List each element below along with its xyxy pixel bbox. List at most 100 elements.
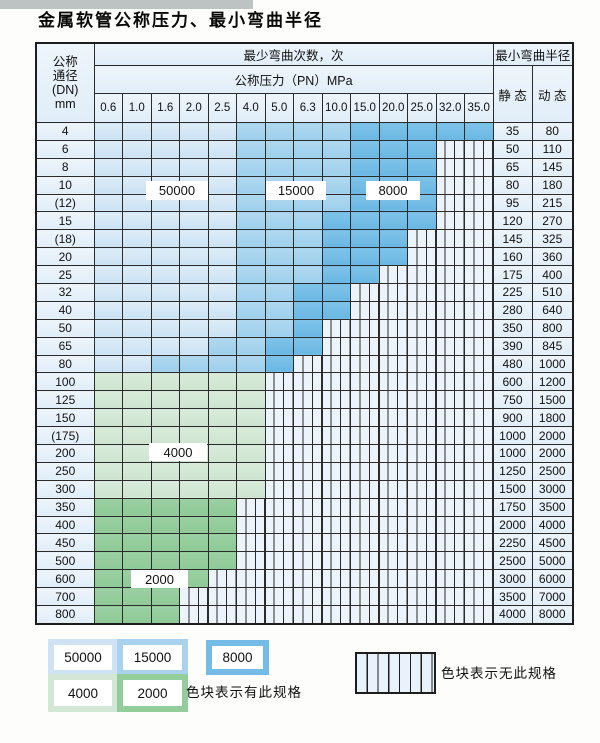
table-row: 800 4000 8000 (35, 605, 574, 625)
spec-cell (150, 515, 180, 535)
spec-cell (321, 211, 351, 231)
static-radius-cell: 80 (492, 175, 533, 195)
dynamic-radius-cell: 325 (531, 229, 574, 249)
pressure-col-header: 4.0 (236, 93, 266, 123)
static-radius-cell: 2250 (492, 533, 533, 553)
spec-cell (350, 372, 380, 392)
spec-cell (435, 444, 465, 463)
table-row: (175) 1000 2000 (35, 426, 574, 446)
dynamic-radius-cell: 4000 (531, 515, 574, 535)
spec-cell (264, 444, 294, 463)
spec-cell (179, 390, 209, 410)
static-radius-cell: 65 (492, 157, 533, 177)
spec-cell (321, 283, 351, 302)
spec-cell (293, 461, 323, 481)
spec-cell (150, 354, 180, 374)
pressure-col-header: 10.0 (321, 93, 351, 123)
spec-cell (207, 354, 237, 374)
spec-cell (293, 354, 323, 374)
spec-cell (350, 247, 380, 267)
spec-cell (179, 157, 209, 177)
spec-cell (435, 479, 465, 499)
spec-cell (93, 533, 123, 553)
spec-cell (179, 515, 209, 535)
dn-cell: 600 (35, 569, 95, 589)
spec-cell (350, 211, 380, 231)
spec-cell (464, 229, 494, 249)
spec-cell (293, 533, 323, 553)
spec-cell (122, 229, 152, 249)
spec-cell (179, 408, 209, 428)
spec-cell (435, 426, 465, 446)
spec-cell (122, 551, 152, 571)
spec-cell (207, 461, 237, 481)
static-radius-cell: 900 (492, 408, 533, 428)
spec-cell (321, 408, 351, 428)
spec-cell (407, 605, 437, 625)
spec-cell (293, 372, 323, 392)
static-radius-cell: 175 (492, 265, 533, 285)
spec-cell (435, 157, 465, 177)
spec-cell (378, 247, 408, 267)
spec-cell (321, 318, 351, 338)
spec-cell (264, 229, 294, 249)
spec-cell (207, 247, 237, 267)
spec-cell (464, 139, 494, 159)
spec-cell (464, 497, 494, 517)
nominal-pressure-header: 公称压力（PN）MPa (93, 65, 494, 94)
table-row: 700 3500 7000 (35, 587, 574, 607)
table-row: 4 35 80 (35, 122, 574, 141)
dynamic-radius-cell: 80 (531, 122, 574, 141)
spec-cell (122, 461, 152, 481)
spec-cell (378, 426, 408, 446)
static-radius-cell: 35 (492, 122, 533, 141)
spec-cell (93, 551, 123, 571)
spec-cell (378, 390, 408, 410)
spec-cell (122, 605, 152, 625)
spec-cell (464, 587, 494, 607)
dynamic-radius-cell: 6000 (531, 569, 574, 589)
spec-cell (321, 336, 351, 356)
spec-cell (407, 426, 437, 446)
spec-cell (264, 390, 294, 410)
spec-cell (321, 444, 351, 463)
spec-cell (150, 390, 180, 410)
static-radius-cell: 1000 (492, 426, 533, 446)
pressure-radius-table-wrap: 公称 通径 (DN) mm 最少弯曲次数，次 最小弯曲半径 公称压力（PN）MPa 静 态动 … (35, 42, 574, 625)
spec-cell (236, 461, 266, 481)
spec-cell (293, 479, 323, 499)
spec-cell (93, 122, 123, 141)
spec-cell (179, 587, 209, 607)
spec-cell (150, 300, 180, 320)
spec-cell (93, 426, 123, 446)
table-row: 25 175 400 (35, 265, 574, 285)
spec-cell (321, 193, 351, 213)
table-row: 40 280 640 (35, 300, 574, 320)
spec-cell (293, 283, 323, 302)
spec-cell (150, 372, 180, 392)
dynamic-radius-cell: 4500 (531, 533, 574, 553)
spec-cell (236, 283, 266, 302)
spec-cell (293, 300, 323, 320)
spec-cell (407, 390, 437, 410)
spec-cell (435, 300, 465, 320)
spec-cell (321, 461, 351, 481)
spec-cell (207, 479, 237, 499)
spec-cell (378, 300, 408, 320)
spec-cell (378, 587, 408, 607)
spec-cell (435, 551, 465, 571)
spec-cell (179, 551, 209, 571)
spec-cell (264, 515, 294, 535)
spec-cell (179, 426, 209, 446)
dn-cell: (175) (35, 426, 95, 446)
dn-cell: 400 (35, 515, 95, 535)
spec-cell (293, 265, 323, 285)
spec-cell (378, 551, 408, 571)
spec-cell (293, 515, 323, 535)
spec-cell (122, 515, 152, 535)
band-label-4000: 4000 (149, 443, 207, 461)
dynamic-radius-cell: 1200 (531, 372, 574, 392)
spec-cell (150, 211, 180, 231)
dn-cell: 450 (35, 533, 95, 553)
spec-cell (122, 354, 152, 374)
